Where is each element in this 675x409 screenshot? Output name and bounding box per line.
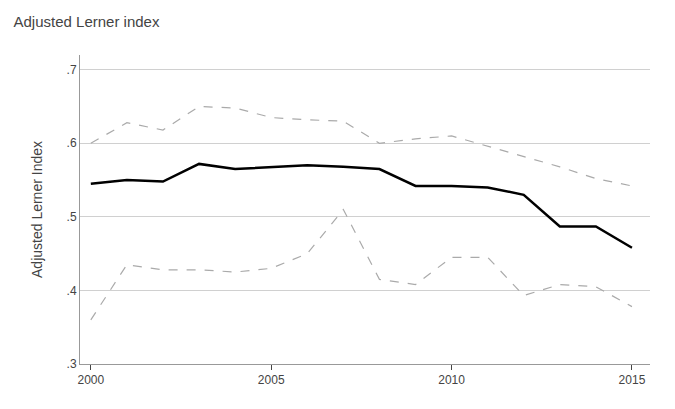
svg-text:2010: 2010 bbox=[438, 373, 465, 387]
svg-text:.5: .5 bbox=[67, 210, 77, 224]
svg-text:Adjusted Lerner index: Adjusted Lerner index bbox=[14, 13, 160, 30]
svg-text:2000: 2000 bbox=[77, 373, 104, 387]
svg-text:.6: .6 bbox=[67, 136, 77, 150]
svg-text:.7: .7 bbox=[67, 63, 77, 77]
svg-text:2005: 2005 bbox=[258, 373, 285, 387]
svg-text:.4: .4 bbox=[67, 284, 77, 298]
svg-text:Adjusted Lerner Index: Adjusted Lerner Index bbox=[29, 141, 45, 278]
svg-text:2015: 2015 bbox=[619, 373, 646, 387]
svg-text:.3: .3 bbox=[67, 357, 77, 371]
